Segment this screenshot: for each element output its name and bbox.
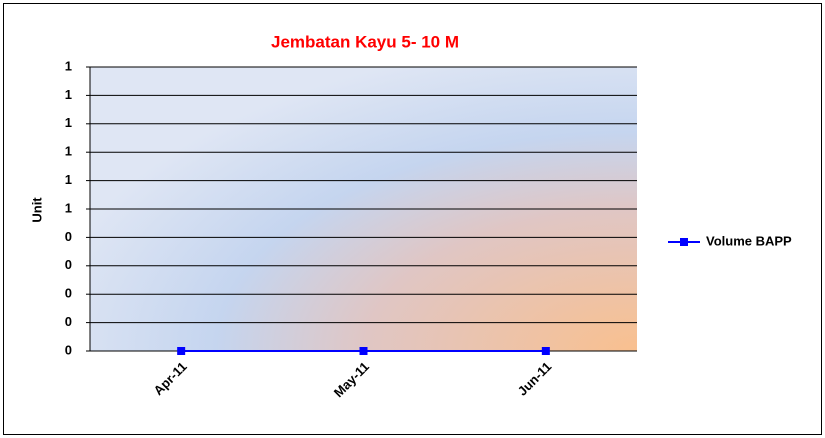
y-tick-label: 1: [65, 87, 72, 102]
y-tick-label: 0: [65, 314, 72, 329]
legend-marker: [680, 238, 688, 246]
y-axis-label: Unit: [29, 197, 44, 223]
y-tick-label: 1: [65, 172, 72, 187]
y-tick-label: 1: [65, 58, 72, 73]
y-tick-label: 0: [65, 286, 72, 301]
point: [177, 347, 186, 355]
legend-label: Volume BAPP: [706, 233, 792, 248]
y-tick-label: 1: [65, 200, 72, 215]
point: [541, 347, 550, 355]
y-tick-label: 0: [65, 257, 72, 272]
chart-title: Jembatan Kayu 5- 10 M: [271, 32, 459, 51]
y-tick-label: 0: [65, 229, 72, 244]
point: [359, 347, 368, 355]
y-tick-label: 1: [65, 115, 72, 130]
y-tick-label: 0: [65, 342, 72, 357]
y-tick-label: 1: [65, 144, 72, 159]
